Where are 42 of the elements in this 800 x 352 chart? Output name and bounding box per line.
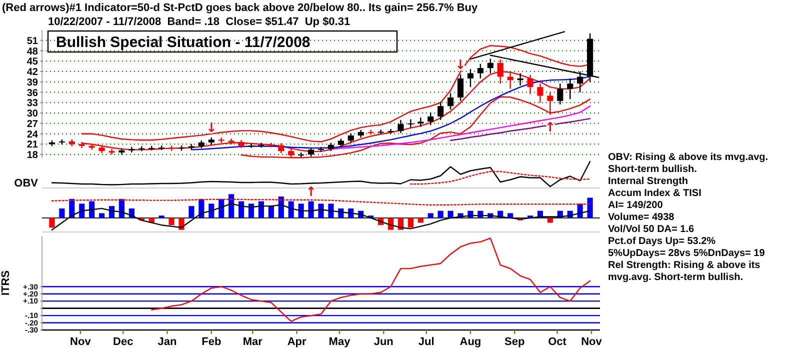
x-tick-label: Mar	[242, 336, 264, 348]
x-tick-label: Feb	[202, 336, 222, 348]
x-tick-label: Aug	[460, 336, 482, 348]
y-tick-label: 51	[26, 36, 38, 47]
text: 5%UpDays= 28vs 5%DnDays= 19	[608, 248, 766, 259]
x-tick-label: Jun	[374, 336, 394, 348]
y-tick-label: 27	[26, 118, 38, 130]
y-tick-label: 42	[26, 67, 38, 78]
y-tick-label: 18	[26, 150, 38, 162]
y-tick-label: 39	[26, 77, 38, 88]
x-tick-label: Apr	[287, 336, 307, 348]
text: AI= 149/200	[608, 200, 664, 211]
y-tick-label: 21	[26, 140, 38, 151]
text: Accum Index & TISI	[608, 188, 702, 199]
x-tick-label: Sep	[504, 336, 525, 348]
x-tick-label: Nov	[581, 336, 603, 348]
annotation: ↑	[306, 184, 316, 200]
x-tick-label: Jul	[418, 336, 434, 348]
y-tick-label: 33	[26, 98, 38, 110]
y-tick-label: 24	[26, 129, 38, 140]
chart-subtitle: 10/22/2007 - 11/7/2008 Band= .18 Close= $51.47 Up $0.31	[48, 16, 350, 28]
x-tick-label: Dec	[113, 336, 134, 348]
y-tick-label: 48	[26, 46, 38, 58]
y-axis-title: ITRS	[0, 270, 12, 296]
text: Pct.of Days Up= 53.2%	[608, 236, 716, 247]
text: Vol/Vol 50 DA= 1.6	[608, 224, 694, 235]
chart-title: Bullish Special Situation - 11/7/2008	[56, 34, 310, 51]
text: Volume= 4938	[608, 212, 675, 223]
x-tick-label: Nov	[70, 336, 92, 348]
y-tick-label: 45	[26, 56, 38, 68]
text: Rel Strength: Rising & above its mvg.avg. Short-term bullish.	[608, 260, 761, 283]
text: OBV: Rising & above its mvg.avg. Short-term bullish.	[608, 152, 768, 175]
text: Internal Strength	[608, 176, 688, 187]
y-tick-label: 30	[26, 108, 38, 120]
annotation: ↓	[206, 121, 217, 136]
y-tick-label: 36	[26, 88, 38, 99]
x-tick-label: May	[328, 336, 352, 348]
x-tick-label: Jan	[158, 336, 178, 348]
annotation: ↓	[455, 58, 466, 73]
text: (Red arrows)#1 Indicator=50-d St-PctD goes back above 20/below 80.. Its gain= 256.7% Buy	[2, 2, 478, 14]
x-tick-label: Oct	[548, 336, 567, 348]
series-label: OBV	[14, 178, 39, 190]
